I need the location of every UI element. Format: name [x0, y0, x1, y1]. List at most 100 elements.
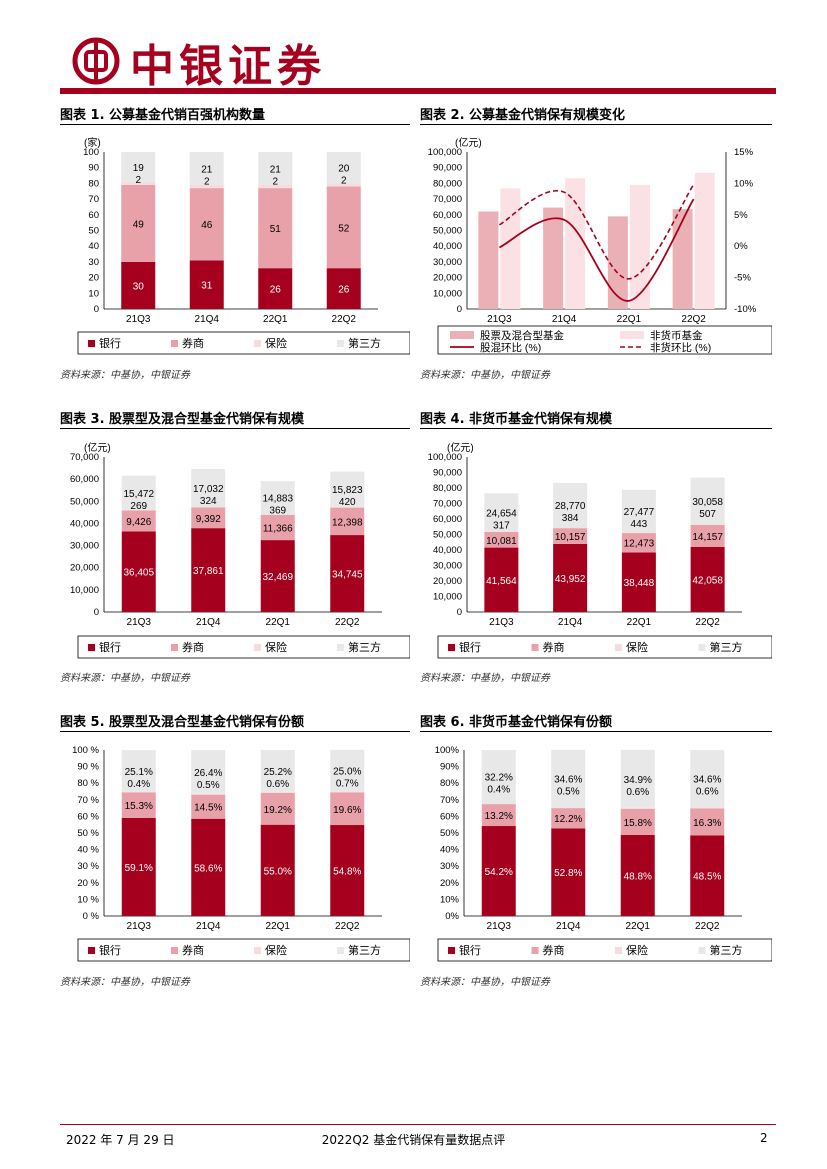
data-label: 30,058 — [692, 497, 723, 508]
chart-title: 图表 5. 股票型及混合型基金代销保有份额 — [60, 715, 305, 730]
data-label: 2 — [341, 176, 347, 187]
data-label: 2 — [272, 176, 278, 187]
title-rule — [60, 428, 410, 429]
data-label: 0.6% — [696, 787, 719, 798]
data-label: 15.8% — [624, 818, 652, 829]
y-tick-label: 10 % — [77, 894, 99, 905]
legend-label: 第三方 — [348, 943, 381, 957]
x-tick-label: 21Q3 — [489, 617, 514, 628]
bar-segment — [481, 826, 516, 916]
data-label: 13.2% — [485, 811, 513, 822]
data-label: 20 — [338, 164, 350, 175]
data-label: 28,770 — [555, 501, 586, 512]
legend-swatch — [88, 947, 95, 954]
data-label: 15,472 — [123, 489, 154, 500]
chart-1: (家)0102030405060708090100304921921Q33146… — [77, 136, 410, 355]
bar-segment — [690, 524, 725, 525]
y-tick-label: 70,000 — [433, 194, 462, 205]
bar-segment — [260, 514, 295, 515]
x-tick-label: 21Q4 — [552, 314, 577, 325]
data-label: 0.4% — [127, 779, 150, 790]
y-tick-label: 60,000 — [433, 514, 462, 525]
data-label: 17,032 — [193, 484, 224, 495]
y-tick-label: 60,000 — [70, 474, 99, 485]
data-label: 54.8% — [333, 867, 361, 878]
x-tick-label: 22Q2 — [695, 617, 720, 628]
legend-label: 券商 — [543, 943, 565, 957]
y-tick-label: 40% — [440, 845, 460, 856]
y2-tick-label: 5% — [734, 210, 748, 221]
data-label: 2 — [135, 175, 141, 186]
legend-swatch — [450, 331, 474, 339]
data-label: 21 — [270, 164, 282, 175]
y-tick-label: 100 — [83, 147, 99, 158]
legend-label: 银行 — [99, 640, 121, 654]
chart-4: (亿元) 0 10,000 20,000 30,000 40,000 50,000 60,00… — [428, 441, 772, 659]
y-tick-label: 70,000 — [433, 499, 462, 510]
legend-label: 银行 — [459, 640, 481, 654]
x-tick-label: 22Q1 — [627, 617, 652, 628]
data-label: 420 — [339, 497, 356, 508]
data-label: 369 — [269, 506, 286, 517]
data-label: 31 — [201, 281, 213, 292]
bar-segment — [481, 804, 516, 827]
legend-box — [437, 635, 772, 659]
y-tick-label: 50,000 — [70, 496, 99, 507]
legend-box — [77, 938, 410, 962]
chart-3: (亿元) 0 10,000 20,000 30,000 40,000 50,000 60,00… — [70, 441, 410, 659]
y-tick-label: 60 — [88, 210, 99, 221]
y2-tick-label: -10% — [734, 304, 757, 315]
bar-segment — [330, 791, 365, 793]
x-tick-label: 21Q4 — [196, 921, 221, 932]
bar-segment — [484, 493, 519, 532]
legend-swatch — [620, 331, 644, 339]
bar-segment — [260, 791, 295, 793]
legend-label: 券商 — [182, 943, 204, 957]
bar-segment — [330, 749, 365, 792]
x-tick-label: 22Q1 — [617, 314, 642, 325]
y2-tick-label: 10% — [734, 178, 754, 189]
chart-6: 0% 10% 20% 30% 40% 50% 60% 70% 80% 90% 100% 54.2% 13… — [435, 745, 772, 962]
y-tick-label: 80,000 — [433, 178, 462, 189]
bar-segment — [191, 507, 226, 529]
data-label: 34.9% — [624, 775, 652, 786]
legend-swatch — [171, 947, 178, 954]
bar-segment — [620, 749, 655, 808]
y-tick-label: 10,000 — [70, 585, 99, 596]
bar-equity-mixed — [607, 216, 628, 309]
x-tick-label: 21Q3 — [487, 921, 512, 932]
chart-title: 图表 6. 非货币基金代销保有份额 — [420, 715, 613, 730]
bar-segment — [121, 181, 156, 185]
bar-equity-mixed — [543, 207, 564, 309]
data-label: 32.2% — [485, 773, 513, 784]
y-tick-label: 70,000 — [70, 452, 99, 463]
data-label: 34.6% — [693, 775, 721, 786]
legend-swatch — [337, 644, 344, 651]
footer-divider — [60, 1124, 776, 1125]
legend-label: 保险 — [626, 640, 648, 654]
unit-label: (亿元) — [455, 136, 482, 149]
bar-segment — [260, 514, 295, 541]
bar-segment — [690, 546, 725, 612]
legend-label: 非货币基金 — [650, 329, 703, 342]
legend-label: 券商 — [182, 336, 204, 350]
bar-segment — [621, 532, 656, 534]
legend-swatch — [615, 644, 622, 651]
legend-swatch — [254, 947, 261, 954]
data-label: 14.5% — [194, 803, 222, 814]
y-tick-label: 0 — [94, 607, 99, 618]
legend-label: 非货环比 (%) — [650, 341, 711, 354]
data-label: 32,469 — [262, 572, 293, 583]
y-tick-label: 50,000 — [433, 226, 462, 237]
legend-swatch — [254, 340, 261, 347]
y-tick-label: 90 — [88, 163, 99, 174]
x-tick-label: 21Q3 — [127, 617, 152, 628]
legend-label: 保险 — [265, 640, 287, 654]
bar-segment — [551, 807, 586, 809]
bar-segment — [191, 468, 226, 507]
line-non-money-qoq — [498, 184, 695, 280]
y-tick-label: 100% — [435, 745, 460, 756]
bar-segment — [620, 808, 655, 835]
bar-segment — [121, 791, 156, 793]
x-tick-label: 21Q3 — [126, 314, 151, 325]
